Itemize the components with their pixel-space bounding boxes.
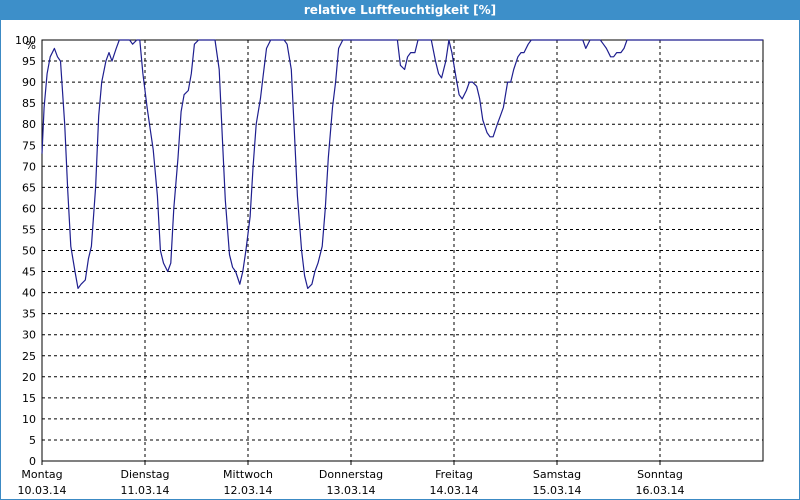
x-tick-date: 10.03.14: [18, 484, 67, 497]
chart-title: relative Luftfeuchtigkeit [%]: [0, 0, 800, 20]
y-tick-label: 30: [22, 329, 36, 342]
x-tick-labels: Montag 10.03.14 Dienstag 11.03.14 Mittwoch 12…: [18, 468, 685, 497]
x-tick-day: Samstag: [533, 468, 581, 481]
axis-layer: [41, 39, 764, 465]
y-tick-label: 70: [22, 160, 36, 173]
x-tick-day: Dienstag: [120, 468, 169, 481]
y-tick-label: 55: [22, 223, 36, 236]
y-tick-label: 35: [22, 308, 36, 321]
series-layer: [41, 39, 763, 289]
y-tick-label: 5: [29, 434, 36, 447]
y-tick-label: 90: [22, 76, 36, 89]
y-tick-label: 20: [22, 371, 36, 384]
y-tick-label: 85: [22, 97, 36, 110]
y-tick-label: 45: [22, 266, 36, 279]
x-tick-day: Sonntag: [637, 468, 683, 481]
plot-border: [41, 39, 764, 462]
x-tick-date: 13.03.14: [327, 484, 376, 497]
grid-layer: [42, 39, 763, 461]
y-tick-label: 65: [22, 181, 36, 194]
y-tick-label: 75: [22, 139, 36, 152]
x-tick-day: Donnerstag: [319, 468, 383, 481]
y-tick-label: 0: [29, 455, 36, 468]
y-tick-label: 15: [22, 392, 36, 405]
series-line-humidity: [41, 39, 763, 289]
x-tick-date: 15.03.14: [533, 484, 582, 497]
y-tick-label: 10: [22, 413, 36, 426]
x-tick-day: Mittwoch: [223, 468, 273, 481]
y-tick-label: 95: [22, 55, 36, 68]
y-tick-label: 25: [22, 350, 36, 363]
y-axis-label: %: [26, 39, 36, 52]
x-tick-day: Montag: [21, 468, 62, 481]
y-tick-label: 40: [22, 287, 36, 300]
y-tick-label: 60: [22, 202, 36, 215]
x-tick-date: 11.03.14: [121, 484, 170, 497]
y-tick-label: 80: [22, 118, 36, 131]
y-tick-label: 50: [22, 245, 36, 258]
x-tick-date: 16.03.14: [636, 484, 685, 497]
y-tick-labels: 0 5 10 15 20 25 30 35 40 45 50 55 60 65 70 75 80 85 90 95 10…: [15, 34, 36, 468]
x-tick-day: Freitag: [435, 468, 473, 481]
y-tick-label: 100: [15, 34, 36, 47]
x-tick-date: 12.03.14: [224, 484, 273, 497]
x-tick-date: 14.03.14: [430, 484, 479, 497]
